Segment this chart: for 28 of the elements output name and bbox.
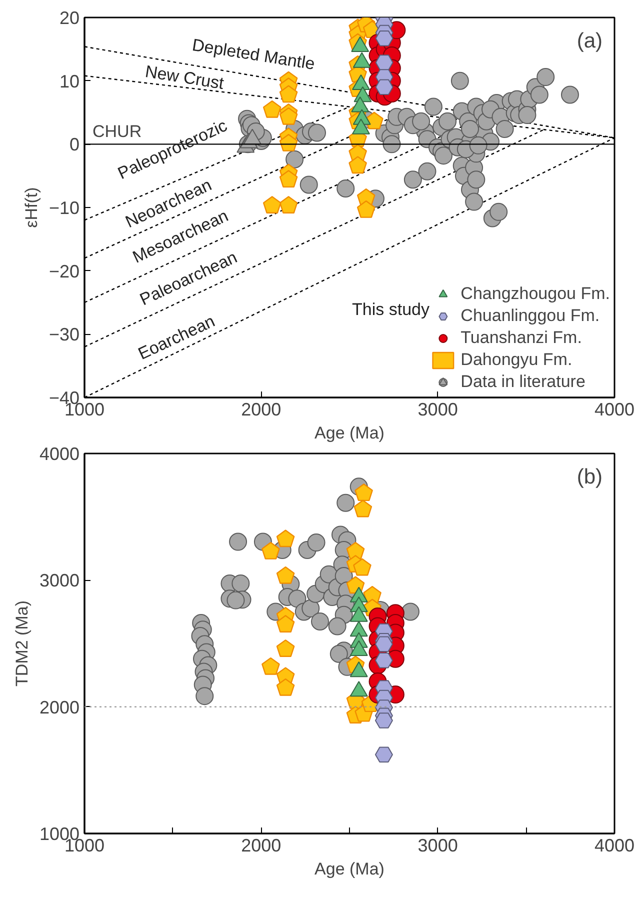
- y-axis-title: εHf(t): [22, 187, 41, 228]
- x-tick-label: 4000: [594, 836, 635, 856]
- y-tick-label: 10: [59, 71, 80, 92]
- x-axis-title: Age (Ma): [314, 860, 384, 878]
- y-tick-label: −10: [48, 198, 80, 218]
- x-tick-label: 4000: [594, 400, 635, 420]
- x-tick-label: 2000: [241, 836, 282, 856]
- legend-label: Dahongyu Fm.: [460, 349, 572, 371]
- y-tick-label: 3000: [39, 570, 80, 591]
- x-tick-label: 3000: [418, 400, 458, 420]
- y-axis-title: TDM2 (Ma): [12, 600, 32, 686]
- annotation: This study: [352, 300, 430, 319]
- y-tick-label: 2000: [39, 697, 80, 718]
- text: (a): [576, 30, 603, 52]
- x-tick-label: 2000: [241, 400, 282, 420]
- legend-label: Tuanshanzi Fm.: [460, 327, 582, 349]
- legend-label: Changzhougou Fm.: [460, 283, 610, 305]
- y-tick-label: −20: [48, 261, 80, 282]
- y-tick-label: 0: [69, 134, 80, 155]
- legend-label: Chuanlinggou Fm.: [460, 305, 600, 327]
- annotation: New Crust: [144, 62, 226, 94]
- y-tick-label: −30: [48, 324, 80, 345]
- legend-label: Data in literature: [460, 371, 586, 393]
- x-axis-title: Age (Ma): [314, 424, 384, 442]
- x-tick-label: 3000: [418, 836, 458, 856]
- y-tick-label: 20: [59, 8, 80, 28]
- text: (b): [576, 466, 603, 488]
- y-tick-label: 4000: [39, 444, 80, 464]
